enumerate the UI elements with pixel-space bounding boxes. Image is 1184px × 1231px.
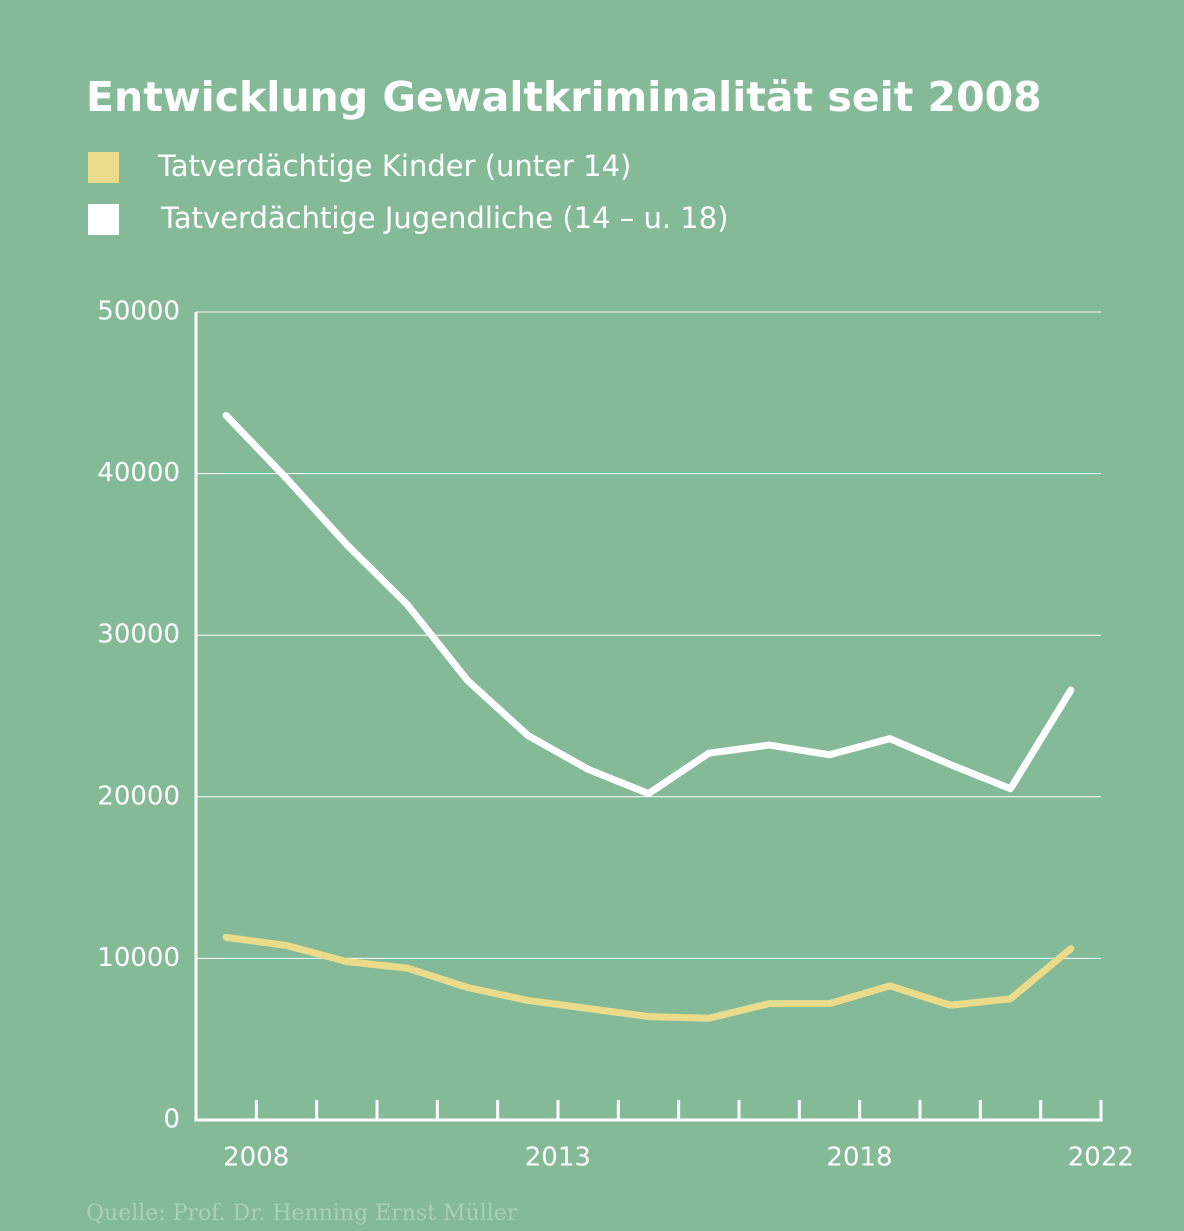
legend-swatch xyxy=(88,204,119,235)
x-tick-label: 2013 xyxy=(525,1143,591,1173)
y-tick-label: 30000 xyxy=(97,620,180,650)
y-tick-label: 50000 xyxy=(97,297,180,327)
y-tick-label: 0 xyxy=(163,1105,180,1135)
source: Quelle: Prof. Dr. Henning Ernst Müller xyxy=(86,1201,518,1226)
series-line xyxy=(222,933,1075,1022)
series-line xyxy=(222,411,1075,798)
y-tick-label: 20000 xyxy=(97,781,180,811)
legend-label: Tatverdächtige Kinder (unter 14) xyxy=(157,149,631,183)
x-tick-label: 2022 xyxy=(1068,1143,1134,1173)
y-tick-label: 10000 xyxy=(97,943,180,973)
x-tick-label: 2008 xyxy=(223,1143,289,1173)
chart-title: Entwicklung Gewaltkriminalität seit 2008 xyxy=(86,73,1042,121)
y-tick-label: 40000 xyxy=(97,458,180,488)
legend-label: Tatverdächtige Jugendliche (14 – u. 18) xyxy=(160,201,729,235)
x-tick-label: 2018 xyxy=(826,1143,892,1173)
legend-swatch xyxy=(88,152,119,183)
